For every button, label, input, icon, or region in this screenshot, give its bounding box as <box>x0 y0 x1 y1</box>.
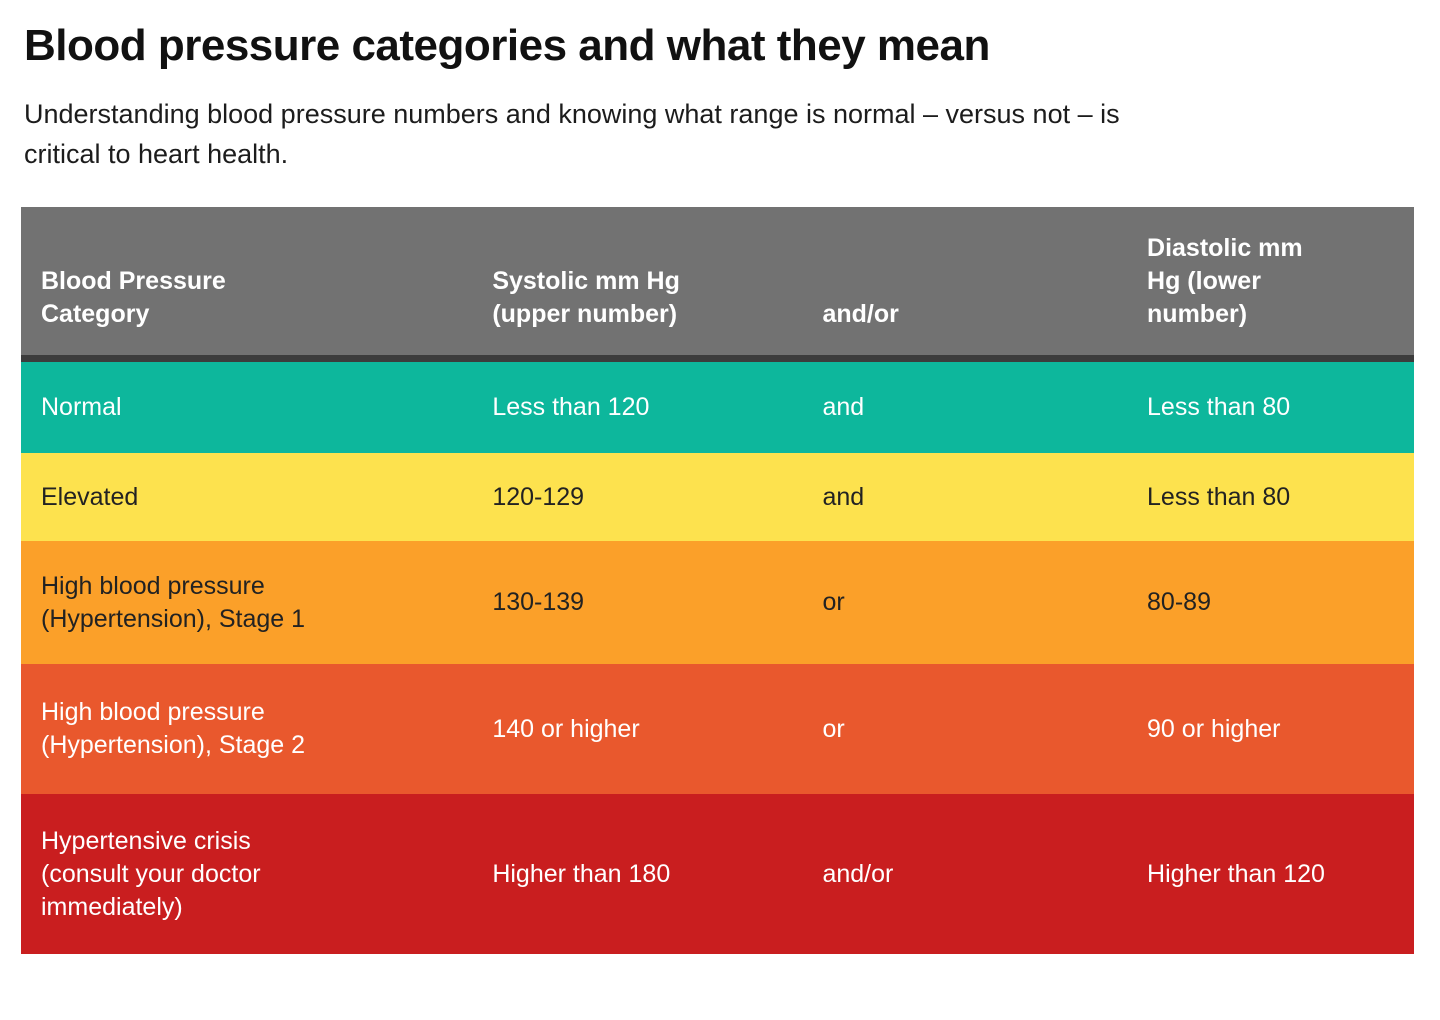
table-row-hypertensive-crisis: Hypertensive crisis (consult your doctor… <box>21 794 1414 954</box>
cell-category: High blood pressure (Hypertension), Stag… <box>41 698 306 759</box>
cell-systolic: Less than 120 <box>492 393 650 421</box>
page-title: Blood pressure categories and what they … <box>24 21 990 70</box>
cell-diastolic: Higher than 120 <box>1147 859 1325 888</box>
column-header-systolic: Systolic mm Hg (upper number) <box>492 267 680 328</box>
cell-category: Elevated <box>41 482 139 511</box>
cell-systolic: 140 or higher <box>492 714 640 743</box>
cell-diastolic: 90 or higher <box>1147 714 1281 743</box>
table-row-elevated: Elevated 120-129 and Less than 80 <box>21 453 1414 541</box>
cell-diastolic: 80-89 <box>1147 588 1211 616</box>
column-header-andor: and/or <box>822 300 899 328</box>
blood-pressure-table: Blood Pressure Category Systolic mm Hg (… <box>21 207 1414 954</box>
cell-andor: and <box>822 393 865 421</box>
table-row-hypertension-stage-2: High blood pressure (Hypertension), Stag… <box>21 664 1414 794</box>
cell-andor: and/or <box>822 859 894 888</box>
cell-andor: or <box>822 588 845 616</box>
table-header-row: Blood Pressure Category Systolic mm Hg (… <box>21 207 1414 362</box>
cell-category: Normal <box>41 393 122 421</box>
page-subtitle: Understanding blood pressure numbers and… <box>24 99 1120 169</box>
cell-systolic: 130-139 <box>492 588 585 616</box>
cell-andor: or <box>822 714 845 743</box>
cell-systolic: Higher than 180 <box>492 859 671 888</box>
cell-diastolic: Less than 80 <box>1147 482 1291 511</box>
cell-category: High blood pressure (Hypertension), Stag… <box>41 571 306 633</box>
column-header-category: Blood Pressure Category <box>41 267 226 328</box>
table-row-normal: Normal Less than 120 and Less than 80 <box>21 362 1414 453</box>
cell-systolic: 120-129 <box>492 482 585 511</box>
cell-diastolic: Less than 80 <box>1147 393 1291 421</box>
column-header-diastolic: Diastolic mm Hg (lower number) <box>1147 234 1303 328</box>
cell-category: Hypertensive crisis (consult your doctor… <box>41 826 261 921</box>
table-row-hypertension-stage-1: High blood pressure (Hypertension), Stag… <box>21 541 1414 664</box>
cell-andor: and <box>822 482 865 511</box>
